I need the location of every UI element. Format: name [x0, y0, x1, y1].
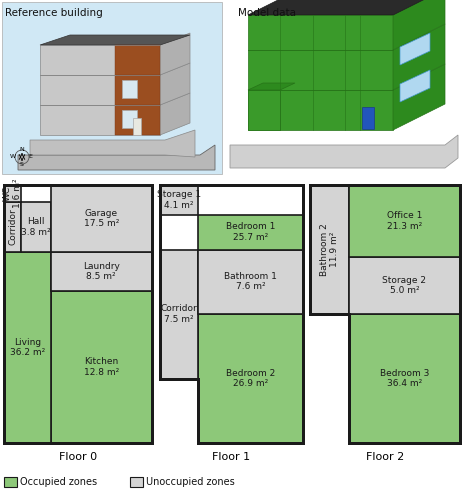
Text: Office 1
21.3 m²: Office 1 21.3 m²	[387, 212, 422, 231]
Bar	[115, 45, 160, 75]
Polygon shape	[230, 135, 458, 168]
Bar	[310, 185, 349, 314]
Bar	[40, 75, 160, 105]
Text: Hall
3.8 m²: Hall 3.8 m²	[21, 217, 51, 236]
Bar	[160, 185, 198, 214]
Bar	[122, 80, 137, 98]
Bar	[248, 15, 393, 50]
Text: Living
36.2 m²: Living 36.2 m²	[10, 338, 45, 357]
Text: Storage 2
5.0 m²: Storage 2 5.0 m²	[383, 276, 426, 295]
Bar	[248, 50, 393, 90]
Polygon shape	[160, 93, 190, 135]
Bar	[51, 291, 152, 443]
Polygon shape	[160, 33, 190, 75]
Polygon shape	[393, 0, 445, 50]
Text: Occupied zones: Occupied zones	[20, 477, 97, 487]
Polygon shape	[40, 35, 190, 45]
Text: S: S	[20, 162, 24, 167]
Text: Laundry
8.5 m²: Laundry 8.5 m²	[83, 262, 120, 281]
Polygon shape	[393, 64, 445, 130]
Text: Corridor: Corridor	[8, 208, 17, 246]
Polygon shape	[400, 70, 430, 102]
Bar	[4, 477, 17, 487]
Bar	[4, 202, 21, 252]
Text: Bedroom 2
26.9 m²: Bedroom 2 26.9 m²	[226, 369, 275, 388]
Text: Bedroom 3
36.4 m²: Bedroom 3 36.4 m²	[380, 369, 429, 388]
Bar	[198, 250, 303, 314]
Bar	[2, 2, 222, 174]
Polygon shape	[248, 83, 295, 90]
Text: N: N	[19, 147, 24, 152]
Polygon shape	[248, 90, 280, 130]
Text: Model data: Model data	[238, 8, 296, 18]
Text: Reference building: Reference building	[5, 8, 103, 18]
Bar	[21, 202, 51, 252]
Bar	[349, 257, 460, 314]
Bar	[40, 105, 160, 135]
Text: W: W	[10, 154, 16, 160]
Polygon shape	[18, 145, 215, 170]
Bar	[40, 45, 160, 75]
Bar	[362, 107, 374, 129]
Bar	[4, 252, 51, 443]
Text: Unoccupied zones: Unoccupied zones	[146, 477, 235, 487]
Text: Storage 1
4.1 m²: Storage 1 4.1 m²	[157, 190, 201, 210]
Bar	[349, 185, 460, 257]
Text: Floor 0: Floor 0	[59, 452, 97, 462]
Text: WC
1.6 m²: WC 1.6 m²	[3, 178, 22, 208]
Text: Floor 1: Floor 1	[213, 452, 250, 462]
Polygon shape	[400, 33, 430, 65]
Bar	[198, 214, 303, 250]
Bar	[4, 185, 21, 202]
Bar	[198, 314, 303, 443]
Bar	[51, 252, 152, 291]
Bar	[115, 75, 160, 105]
Bar	[115, 105, 160, 135]
Bar	[51, 185, 152, 252]
Polygon shape	[30, 130, 195, 157]
Text: Bedroom 1
25.7 m²: Bedroom 1 25.7 m²	[226, 222, 275, 242]
Text: E: E	[28, 154, 32, 160]
Bar	[130, 477, 143, 487]
Bar	[4, 185, 152, 443]
Text: Garage
17.5 m²: Garage 17.5 m²	[84, 209, 119, 228]
Text: Bathroom 2
11.9 m²: Bathroom 2 11.9 m²	[320, 223, 339, 276]
Bar	[349, 314, 460, 443]
Bar	[248, 90, 393, 130]
Polygon shape	[160, 63, 190, 105]
Text: Bathroom 1
7.6 m²: Bathroom 1 7.6 m²	[224, 272, 277, 291]
Polygon shape	[393, 24, 445, 90]
Bar	[133, 118, 141, 135]
Text: Floor 2: Floor 2	[366, 452, 404, 462]
Polygon shape	[248, 0, 445, 15]
Text: Kitchen
12.8 m²: Kitchen 12.8 m²	[84, 357, 119, 376]
Bar	[122, 110, 137, 128]
Bar	[160, 250, 198, 378]
Text: Corridor
7.5 m²: Corridor 7.5 m²	[161, 304, 197, 324]
